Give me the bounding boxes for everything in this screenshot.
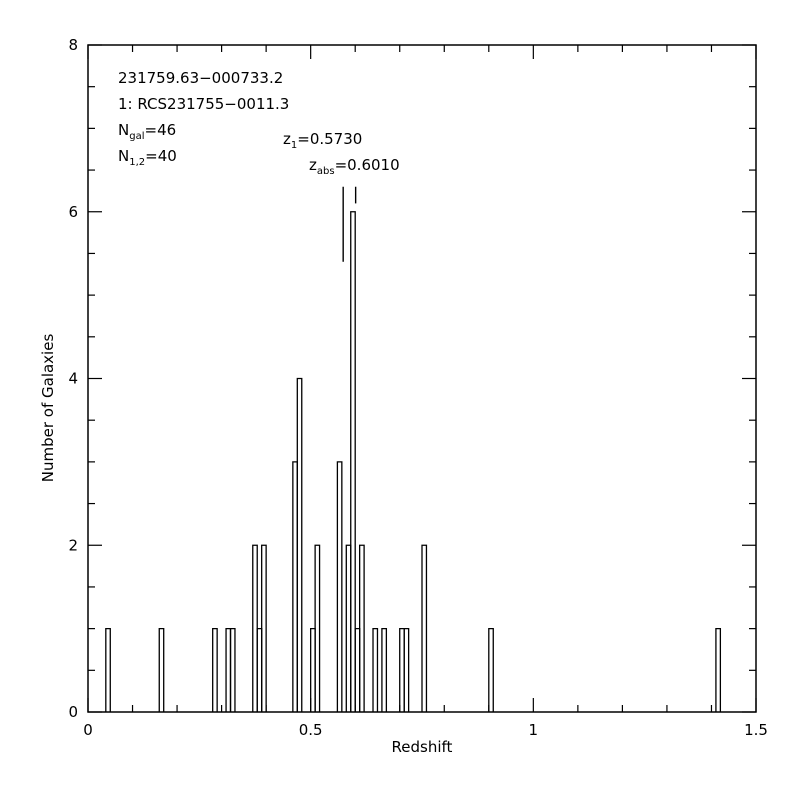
tick-labels: 0 0.5 1 1.5 0 2 4 6 8 xyxy=(68,36,767,739)
histogram-bar xyxy=(314,544,321,712)
x-tick-label: 1.5 xyxy=(744,721,768,739)
y-tick-label: 0 xyxy=(68,703,78,721)
histogram-bar xyxy=(252,544,258,712)
x-axis-label: Redshift xyxy=(392,738,453,756)
histogram-bar xyxy=(105,627,111,712)
x-tick-label: 0.5 xyxy=(299,721,323,739)
histogram-bar xyxy=(372,627,379,712)
y-tick-label: 2 xyxy=(68,536,78,554)
histogram-bar xyxy=(399,627,405,712)
x-tick-label: 0 xyxy=(83,721,93,739)
annotation-object-id: 231759.63−000733.2 xyxy=(118,69,283,87)
histogram-bar xyxy=(256,627,263,712)
histogram-bar xyxy=(229,627,236,712)
annotation-n12: N1,2=40 xyxy=(118,147,177,168)
histogram-bar xyxy=(336,461,343,712)
histogram-bar xyxy=(354,627,361,712)
histogram-bar xyxy=(715,627,722,712)
y-tick-label: 4 xyxy=(68,370,78,388)
histogram-bar xyxy=(212,627,218,712)
histogram-bar xyxy=(261,544,267,712)
histogram-bars xyxy=(105,211,722,712)
histogram-bar xyxy=(296,377,303,712)
x-tick-label: 1 xyxy=(529,721,539,739)
y-axis-label: Number of Galaxies xyxy=(39,334,57,483)
histogram-bar xyxy=(350,211,356,712)
histogram-bar xyxy=(403,627,410,712)
y-tick-label: 6 xyxy=(68,203,78,221)
redshift-markers xyxy=(342,186,357,262)
annotation-ngal: Ngal=46 xyxy=(118,121,176,142)
histogram-bar xyxy=(310,627,316,712)
y-tick-label: 8 xyxy=(68,36,78,54)
annotation-z1: z1=0.5730 xyxy=(283,130,362,151)
histogram-bar xyxy=(421,544,428,712)
histogram-bar xyxy=(158,627,165,712)
annotation-zabs: zabs=0.6010 xyxy=(309,156,400,177)
histogram-bar xyxy=(381,627,388,712)
histogram-bar xyxy=(359,544,365,712)
histogram-bar xyxy=(345,544,352,712)
annotation-cluster-name: 1: RCS231755−0011.3 xyxy=(118,95,289,113)
histogram-bar xyxy=(225,627,232,712)
histogram-bar xyxy=(292,461,298,712)
histogram-bar xyxy=(488,627,494,712)
